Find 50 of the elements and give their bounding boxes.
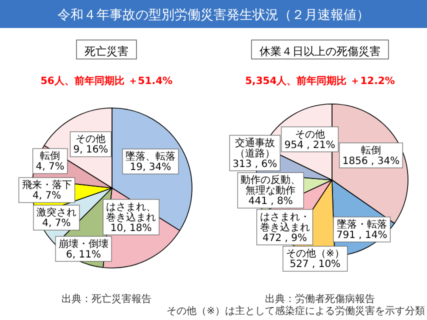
text: その他（※）は主として感染症による労働災害を示す分類: [166, 305, 425, 317]
data-label: 4, 7%: [36, 162, 64, 173]
data-label: 313 , 6%: [232, 158, 278, 170]
slice-label: 墜落、転落: [126, 150, 176, 162]
slice-label: はさまれ・巻き込まれ 472 , 9%: [256, 209, 314, 246]
slice-label: 墜落、転落 19, 34%: [122, 148, 179, 174]
chart-subtitle: 56人、前年同期比 ＋51.4%: [40, 75, 173, 87]
data-label: 527 , 10%: [290, 259, 341, 270]
slice-label: 激突され: [36, 206, 76, 219]
data-label: 9, 16%: [73, 144, 108, 156]
data-label: 19, 34%: [130, 162, 172, 173]
text: 令和４年事故の型別労働災害発生状況（２月速報値）: [58, 7, 370, 23]
slice-label: 飛来・落下 4, 7%: [18, 177, 76, 203]
slice-label: 墜落・転落 791 , 14%: [333, 216, 391, 242]
slice-label: 転倒 1856 , 34%: [339, 142, 403, 168]
slice-label: 動作の反動、無理な動作 441 , 8%: [237, 172, 304, 208]
slice-label: はさまれ・巻き込まれ: [260, 212, 310, 234]
data-label: 472 , 9%: [262, 232, 308, 244]
slice-label: 転倒 4, 7%: [32, 148, 68, 174]
data-label: 4, 7%: [32, 190, 62, 202]
data-label: 4, 7%: [42, 218, 71, 230]
slice-label: 飛来・落下: [22, 179, 72, 192]
chart-title: 死亡災害: [84, 45, 128, 58]
slice-label: 崩壊・倒壊: [58, 238, 109, 250]
data-label: 441 , 8%: [248, 196, 293, 208]
slice-label: その他（※） 527 , 10%: [282, 246, 348, 272]
slice-label: 転倒: [40, 151, 60, 162]
slice-label: 交通事故（道路） 313 , 6%: [229, 134, 280, 172]
slice-label: はさまれ、巻き込まれ 10, 18%: [102, 199, 160, 236]
slice-label: はさまれ、巻き込まれ: [106, 202, 156, 224]
slice-label: その他: [76, 133, 106, 146]
chart-subtitle: 5,354人、前年同期比 ＋12.2%: [245, 75, 395, 87]
slice-label: その他 954 , 21%: [281, 126, 339, 152]
source-note: 出典：死亡災害報告: [62, 293, 152, 305]
data-label: 791 , 14%: [336, 230, 388, 241]
slice-label: その他: [294, 128, 325, 140]
slice-label: 崩壊・倒壊 6, 11%: [55, 236, 112, 262]
slice-label: 交通事故（道路）: [234, 136, 275, 160]
slice-label: その他 9, 16%: [70, 131, 112, 158]
slice-label: 墜落・転落: [336, 218, 387, 230]
source-note: 出典：労働者死傷病報告: [265, 293, 375, 305]
slice-label: その他（※）: [286, 248, 344, 260]
data-label: 954 , 21%: [284, 140, 336, 151]
data-label: 1856 , 34%: [342, 156, 400, 167]
data-label: 10, 18%: [110, 222, 152, 234]
slice-label: 転倒: [361, 145, 382, 156]
chart-title: 休業４日以上の死傷災害: [260, 45, 380, 58]
data-label: 6, 11%: [66, 249, 102, 260]
slice-label: 動作の反動、無理な動作: [240, 174, 301, 197]
slice-label: 激突され 4, 7%: [33, 204, 80, 230]
